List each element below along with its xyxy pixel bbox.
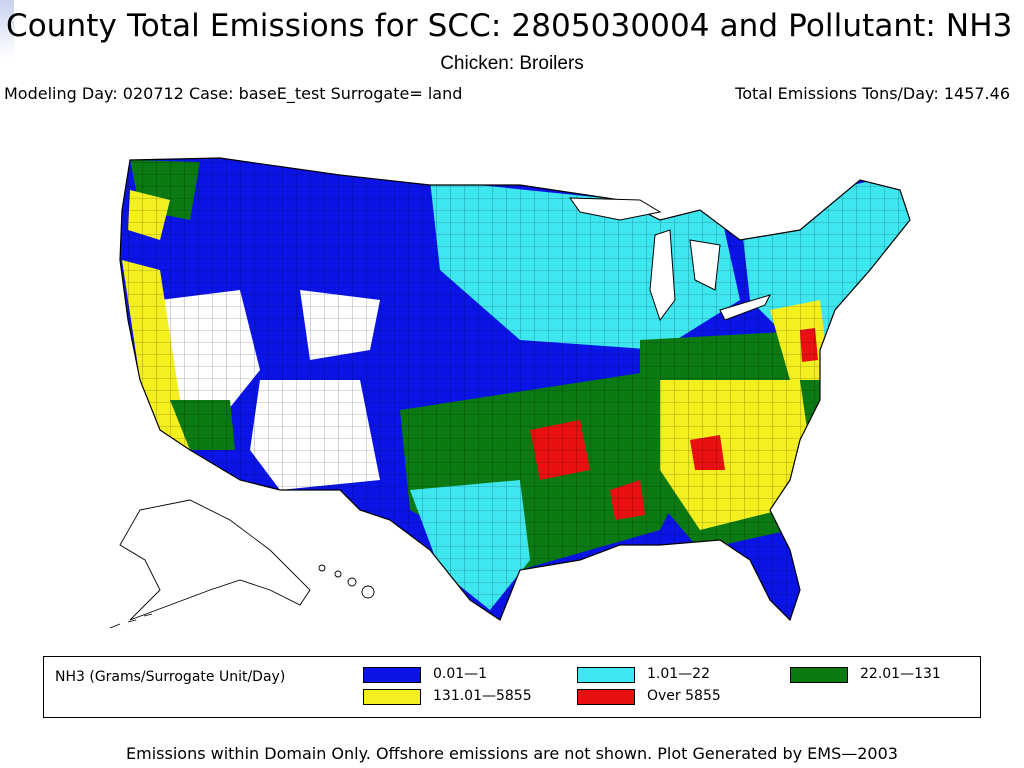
legend-label: Over 5855	[647, 688, 721, 704]
lake-superior	[569, 197, 662, 221]
footer-note: Emissions within Domain Only. Offshore e…	[126, 744, 898, 763]
hawaii-island-1	[318, 564, 326, 572]
decorative-corner-bar	[0, 0, 14, 58]
alaska-outline	[109, 499, 311, 629]
total-emissions: Total Emissions Tons/Day: 1457.46	[735, 84, 1010, 103]
county-boundary-grid	[120, 158, 910, 620]
alaska-mainland	[119, 499, 311, 621]
legend-label: 22.01—131	[860, 666, 941, 682]
us-county-emissions-map	[109, 157, 911, 629]
great-lakes	[569, 197, 771, 322]
legend-swatch	[363, 667, 421, 683]
hawaii-islands	[318, 564, 375, 599]
legend-title: NH3 (Grams/Surrogate Unit/Day)	[55, 669, 286, 685]
legend-label: 0.01—1	[433, 666, 488, 682]
lake-erie	[719, 294, 771, 321]
page-title: County Total Emissions for SCC: 28050300…	[6, 8, 1013, 44]
map-legend: NH3 (Grams/Surrogate Unit/Day) 0.01—1 1.…	[43, 656, 981, 718]
legend-label: 131.01—5855	[433, 688, 532, 704]
hawaii-island-4	[361, 585, 375, 599]
hawaii-island-3	[347, 577, 357, 587]
legend-swatch	[577, 667, 635, 683]
legend-swatch	[790, 667, 848, 683]
legend-swatch	[363, 689, 421, 705]
lake-huron	[689, 239, 721, 291]
legend-swatch	[577, 689, 635, 705]
page-subtitle: Chicken: Broilers	[440, 53, 584, 74]
hawaii-island-2	[334, 570, 342, 578]
lake-michigan	[649, 229, 676, 322]
modeling-info: Modeling Day: 020712 Case: baseE_test Su…	[4, 84, 463, 103]
conus-landmass	[120, 158, 910, 620]
legend-label: 1.01—22	[647, 666, 710, 682]
aleutian-islands	[109, 613, 153, 629]
